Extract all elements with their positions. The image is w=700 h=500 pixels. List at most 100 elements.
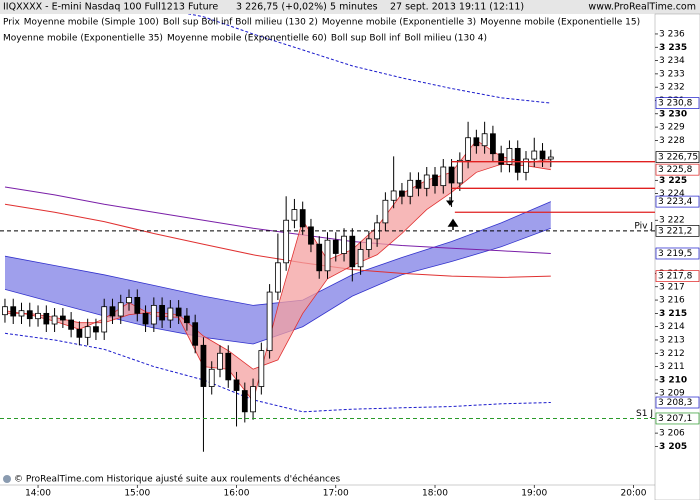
header-interval: 5 minutes bbox=[330, 2, 378, 13]
candle-body bbox=[423, 174, 430, 189]
legend-entry: Boll sup Boll inf Boll milieu (130 2) bbox=[163, 18, 318, 28]
y-tick-label: 3 235 bbox=[659, 43, 687, 53]
candle-body bbox=[432, 174, 438, 187]
x-tick-label: 18:00 bbox=[422, 489, 448, 499]
candle-body bbox=[134, 296, 141, 314]
candle-body bbox=[440, 166, 447, 187]
price-badge-label: 3 226,75 bbox=[658, 153, 698, 163]
x-tick-label: 16:00 bbox=[224, 489, 250, 499]
candle-body bbox=[332, 239, 339, 254]
price-badge bbox=[655, 163, 700, 176]
candle-body bbox=[324, 239, 331, 272]
candle-body bbox=[407, 179, 414, 197]
x-tick-label: 17:00 bbox=[323, 489, 349, 499]
legend-entry: Boll milieu (130 4) bbox=[404, 34, 487, 44]
candle-body bbox=[68, 319, 75, 330]
band-upper bbox=[4, 201, 551, 306]
candle-body bbox=[117, 302, 124, 317]
y-tick-label: 3 205 bbox=[659, 442, 687, 452]
candle-body bbox=[291, 209, 298, 221]
header-datetime: 27 sept. 2013 19:11 (12:11) bbox=[390, 2, 524, 13]
price-badge-label: 3 223,4 bbox=[658, 197, 693, 207]
legend-entry: Moyenne mobile (Exponentielle 60) bbox=[167, 34, 327, 44]
candle-body bbox=[283, 219, 290, 264]
header-symbol: IIQXXXX - E-mini Nasdaq 100 Full1213 Fut… bbox=[3, 2, 218, 13]
y-tick-label: 3 214 bbox=[659, 322, 685, 332]
candle-body bbox=[448, 166, 455, 184]
level-label: S1 J bbox=[636, 409, 653, 419]
price-badge-label: 3 221,2 bbox=[658, 226, 692, 236]
candle-body bbox=[514, 147, 521, 173]
footer-logo bbox=[3, 475, 11, 483]
candle-body bbox=[547, 156, 554, 160]
price-badge-label: 3 208,3 bbox=[658, 398, 692, 408]
candle-body bbox=[167, 307, 174, 321]
candle-body bbox=[76, 328, 83, 338]
candle-body bbox=[481, 133, 488, 147]
candle-body bbox=[539, 150, 546, 160]
candle-body bbox=[349, 235, 356, 268]
candle-body bbox=[465, 137, 471, 161]
price-badge bbox=[655, 195, 700, 208]
candle-body bbox=[365, 238, 372, 250]
candle-body bbox=[415, 179, 422, 189]
y-tick-label: 3 213 bbox=[659, 335, 685, 345]
candle-body bbox=[93, 326, 99, 333]
y-tick-label: 3 217 bbox=[659, 282, 685, 292]
x-tick-label: 14:00 bbox=[25, 489, 51, 499]
candle-body bbox=[142, 312, 149, 325]
candle-body bbox=[26, 310, 33, 320]
up-arrow bbox=[447, 218, 459, 230]
indicator-line bbox=[4, 186, 551, 254]
price-badge bbox=[655, 396, 700, 409]
candle-body bbox=[490, 133, 496, 155]
candle-body bbox=[35, 312, 41, 320]
candle-body bbox=[18, 310, 25, 317]
candle-body bbox=[233, 379, 240, 391]
y-tick-label: 3 210 bbox=[659, 375, 687, 385]
y-tick-label: 3 206 bbox=[659, 429, 685, 439]
candle-body bbox=[473, 137, 480, 147]
candle-body bbox=[101, 306, 108, 333]
candle-body bbox=[184, 315, 190, 324]
candle-body bbox=[241, 390, 248, 413]
price-badge bbox=[655, 97, 700, 109]
price-badge-label: 3 225,8 bbox=[658, 165, 693, 175]
y-tick-label: 3 233 bbox=[659, 69, 685, 79]
candle-body bbox=[175, 307, 182, 317]
price-badge bbox=[655, 225, 700, 237]
candle-body bbox=[250, 386, 256, 413]
y-tick-label: 3 222 bbox=[659, 216, 685, 226]
legend-entry: Prix bbox=[3, 18, 20, 28]
candle-body bbox=[399, 190, 405, 197]
candle-body bbox=[2, 306, 8, 316]
legend-entry: Moyenne mobile (Exponentielle 3) bbox=[322, 18, 476, 28]
candle-body bbox=[200, 344, 207, 387]
x-tick-label: 19:00 bbox=[521, 489, 547, 499]
candle-body bbox=[498, 153, 505, 165]
candle-body bbox=[59, 315, 66, 321]
candle-body bbox=[382, 199, 389, 224]
candle-body bbox=[208, 368, 215, 387]
price-badge-label: 3 207,1 bbox=[658, 414, 692, 424]
candle-body bbox=[84, 326, 91, 338]
band-fill bbox=[5, 201, 551, 344]
indicator-line bbox=[186, 14, 551, 104]
y-tick-label: 3 209 bbox=[659, 389, 685, 399]
band-fill bbox=[5, 140, 551, 402]
candle-body bbox=[258, 350, 265, 387]
candle-body bbox=[266, 291, 273, 352]
legend-entry: Boll sup Boll inf bbox=[331, 34, 401, 44]
candle-body bbox=[217, 352, 223, 370]
header-price: 3 226,75 (+0,02%) bbox=[236, 2, 327, 13]
y-tick-label: 3 216 bbox=[659, 296, 685, 306]
down-arrow bbox=[446, 197, 454, 206]
level-label: Piv J bbox=[634, 221, 653, 231]
candle-body bbox=[531, 150, 538, 160]
price-badge bbox=[655, 412, 700, 425]
price-badge-label: 3 219,5 bbox=[658, 249, 692, 259]
candle-body bbox=[274, 262, 281, 293]
plot-area bbox=[2, 14, 554, 452]
